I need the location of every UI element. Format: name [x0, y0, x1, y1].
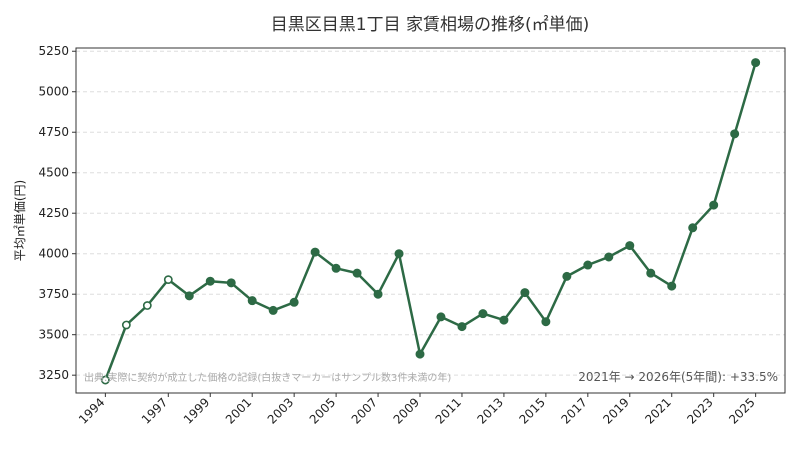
x-tick-label: 2001	[223, 395, 254, 426]
data-point	[268, 305, 278, 315]
source-footnote: 出典:実際に契約が成立した価格の記録(白抜きマーカーはサンプル数3件未満の年)	[84, 371, 451, 384]
y-tick-label: 3500	[38, 328, 69, 342]
x-tick-label: 2017	[558, 395, 589, 426]
x-tick-label: 2025	[726, 395, 757, 426]
data-point	[205, 276, 215, 286]
data-point	[226, 278, 236, 288]
data-point	[310, 247, 320, 257]
data-point	[730, 129, 740, 139]
y-tick-label: 3250	[38, 368, 69, 382]
data-point	[247, 296, 257, 306]
data-point	[394, 249, 404, 259]
data-point	[541, 317, 551, 327]
data-point	[562, 271, 572, 281]
data-point	[646, 268, 656, 278]
y-tick-label: 4250	[38, 206, 69, 220]
y-tick-label: 4750	[38, 125, 69, 139]
x-tick-label: 2003	[265, 395, 296, 426]
data-point	[289, 297, 299, 307]
gridlines	[76, 50, 785, 376]
data-point	[499, 315, 509, 325]
x-tick-label: 2019	[600, 395, 631, 426]
x-tick-label: 2005	[307, 395, 338, 426]
data-point	[163, 275, 173, 285]
plot-area	[75, 47, 786, 394]
data-point	[709, 200, 719, 210]
y-tick-label: 5250	[38, 44, 69, 58]
data-point	[184, 291, 194, 301]
y-tick-label: 4000	[38, 247, 69, 261]
y-tick-label: 3750	[38, 287, 69, 301]
y-tick-label: 4500	[38, 166, 69, 180]
x-tick-label: 1997	[139, 395, 170, 426]
data-point	[751, 58, 761, 68]
y-axis: 3250 3500 3750 4000 4250 4500 4750 5000 5250	[38, 44, 76, 382]
data-point	[331, 263, 341, 273]
data-point	[625, 241, 635, 251]
data-point	[352, 268, 362, 278]
x-tick-label: 2021	[642, 395, 673, 426]
data-point	[604, 252, 614, 262]
x-tick-label: 2015	[516, 395, 547, 426]
chart-title: 目黒区目黒1丁目 家賃相場の推移(㎡単価)	[271, 15, 589, 35]
data-point	[520, 288, 530, 298]
y-axis-label: 平均㎡単価(円)	[13, 180, 27, 261]
data-point	[100, 375, 110, 385]
data-point	[688, 223, 698, 233]
x-tick-label: 2013	[475, 395, 506, 426]
data-point	[583, 260, 593, 270]
change-annotation: 2021年 → 2026年(5年間): +33.5%	[578, 370, 778, 384]
x-tick-label: 2011	[433, 395, 464, 426]
data-point	[121, 320, 131, 330]
x-tick-label: 1999	[181, 395, 212, 426]
data-point	[373, 289, 383, 299]
data-point	[478, 309, 488, 319]
data-point	[142, 301, 152, 310]
data-point	[436, 312, 446, 322]
x-axis: 1994 1997 1999 2001 2003 2005 2007 2009 2011 2013…	[76, 393, 758, 427]
y-tick-label: 5000	[38, 85, 69, 99]
x-tick-label: 2009	[391, 395, 422, 426]
data-point	[415, 349, 425, 359]
x-tick-label: 1994	[76, 395, 107, 426]
series-line	[104, 62, 757, 381]
data-point	[457, 322, 467, 332]
x-tick-label: 2023	[684, 395, 715, 426]
data-point	[667, 281, 677, 291]
data-points	[100, 58, 761, 385]
x-tick-label: 2007	[349, 395, 380, 426]
